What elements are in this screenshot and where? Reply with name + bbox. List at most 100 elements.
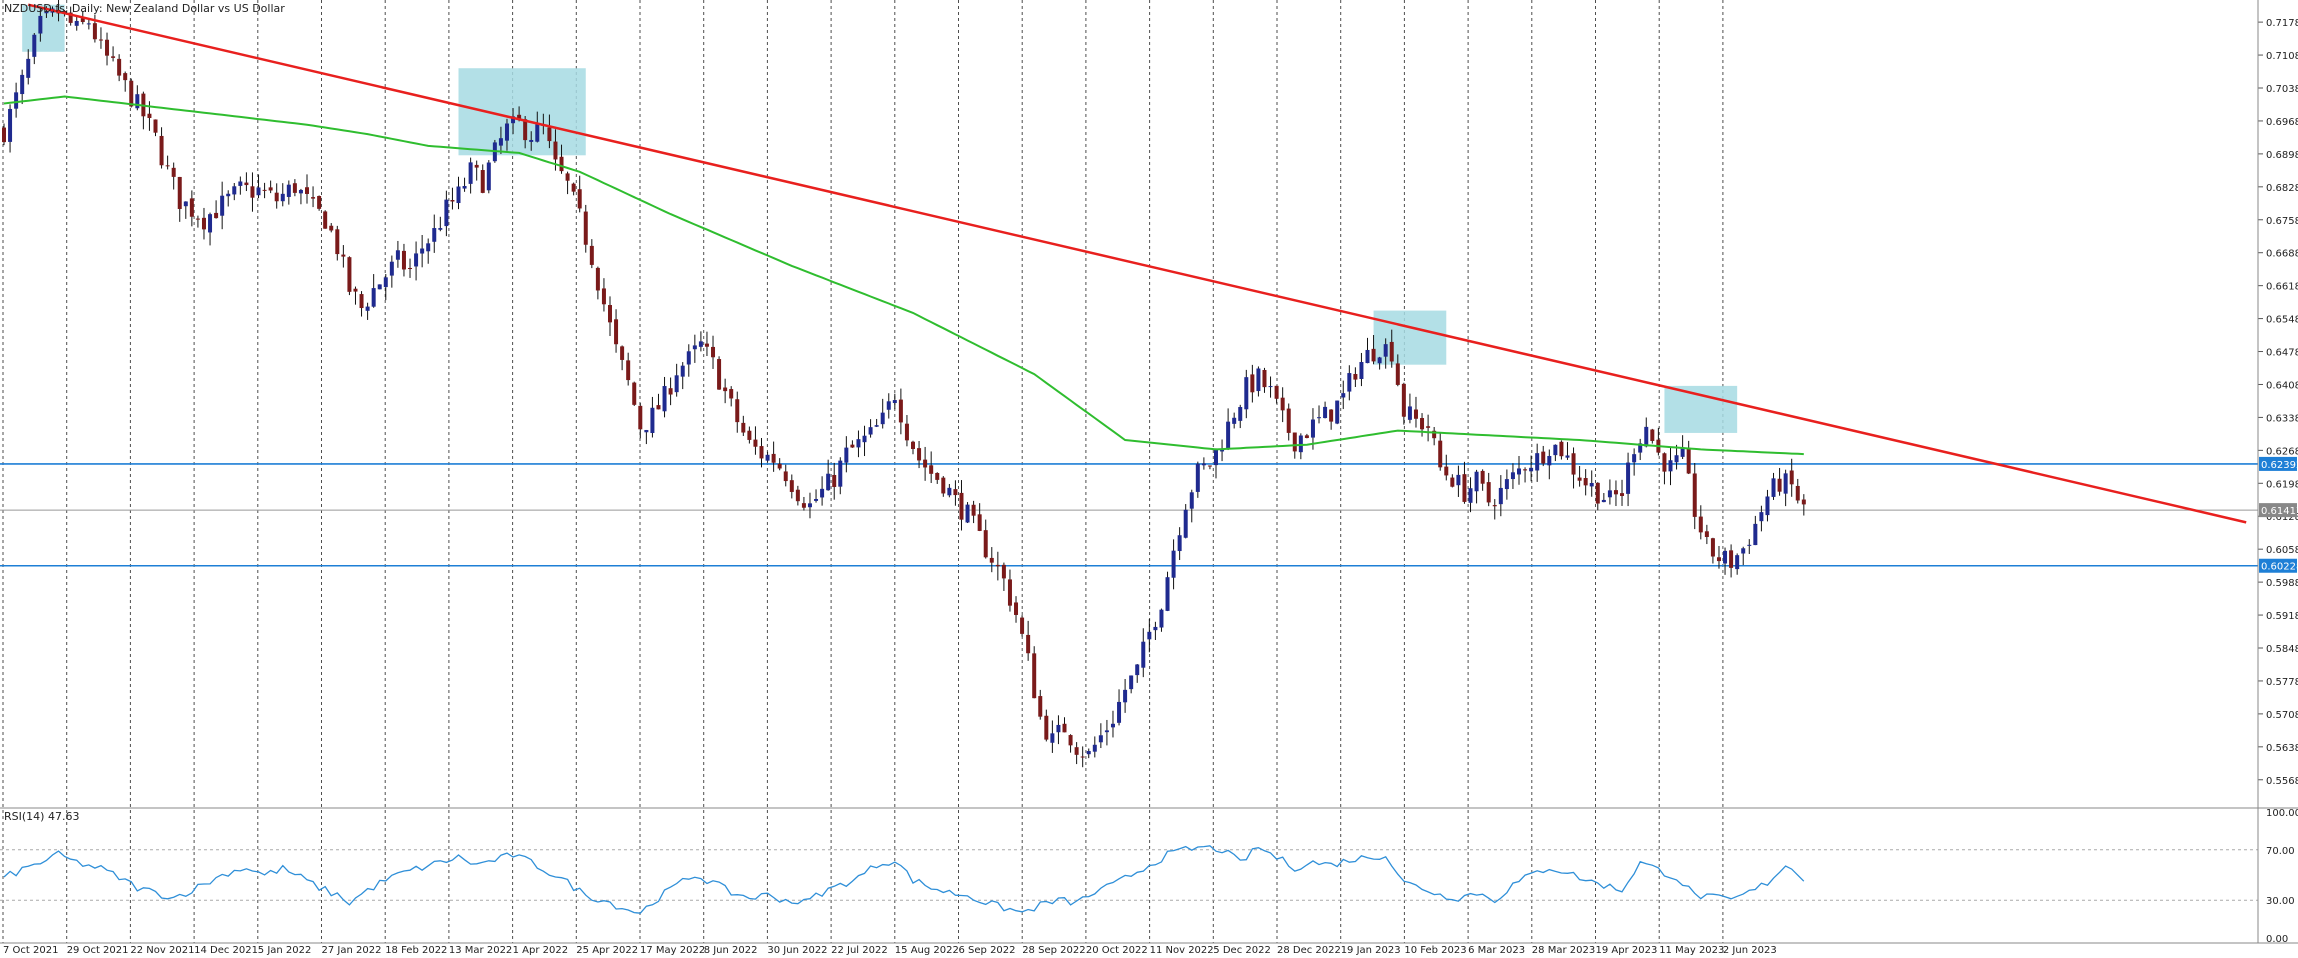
date-label: 28 Dec 2022	[1277, 945, 1341, 956]
candle-body	[1620, 493, 1625, 496]
price-candles	[2, 0, 1806, 768]
candle-body	[189, 198, 194, 217]
candle-body	[208, 214, 213, 233]
candle-body	[14, 92, 19, 109]
candle-body	[1032, 653, 1037, 699]
candle-body	[729, 389, 734, 399]
candle-body	[1286, 408, 1291, 433]
candle-body	[195, 218, 200, 220]
candle-body	[1298, 435, 1303, 453]
candle-body	[1541, 451, 1546, 464]
candle-body	[1547, 455, 1552, 466]
candle-body	[268, 187, 273, 191]
candle-body	[1098, 735, 1103, 743]
candle-body	[789, 480, 794, 492]
candle-body	[1159, 609, 1164, 628]
candle-body	[1450, 477, 1455, 487]
candle-body	[1716, 557, 1721, 562]
candle-body	[1468, 488, 1473, 503]
candle-body	[292, 183, 297, 193]
candle-body	[1226, 421, 1231, 450]
candle-body	[1195, 463, 1200, 492]
candle-body	[262, 189, 267, 191]
candle-body	[74, 20, 79, 26]
candle-body	[1638, 443, 1643, 453]
candle-body	[523, 119, 528, 141]
candle-body	[601, 288, 606, 305]
candle-body	[1117, 701, 1122, 723]
time-axis: 7 Oct 2021 29 Oct 2021 22 Nov 2021 14 Dec 2…	[3, 945, 1777, 956]
candle-body	[874, 425, 879, 427]
candle-body	[183, 201, 188, 207]
candle-body	[486, 162, 491, 191]
candle-body	[147, 113, 152, 119]
candle-body	[559, 156, 564, 172]
candle-body	[1426, 426, 1431, 428]
candle-body	[38, 15, 43, 34]
candle-body	[1747, 544, 1752, 546]
candle-body	[1177, 535, 1182, 552]
candle-body	[753, 439, 758, 447]
candle-body	[2, 127, 6, 143]
candle-body	[498, 138, 503, 146]
candle-body	[971, 504, 976, 516]
highlight-box	[1664, 385, 1738, 433]
candle-body	[1420, 418, 1425, 430]
date-label: 15 Aug 2022	[895, 945, 959, 956]
candle-body	[1498, 487, 1503, 505]
candle-body	[1189, 492, 1194, 509]
candle-body	[1723, 550, 1728, 564]
candle-body	[1026, 634, 1031, 654]
candle-body	[1577, 477, 1582, 481]
candle-body	[232, 186, 237, 195]
date-gridlines	[2, 0, 1724, 943]
date-label: 25 Apr 2022	[576, 945, 638, 956]
candle-body	[1165, 577, 1170, 611]
candle-body	[444, 199, 449, 227]
candle-body	[759, 446, 764, 459]
date-label: 17 May 2022	[640, 945, 705, 956]
date-label: 30 Jun 2022	[767, 945, 827, 956]
candle-body	[1517, 468, 1521, 475]
candle-body	[1407, 406, 1412, 420]
rsi-gridlines	[0, 849, 2258, 901]
candle-body	[632, 382, 637, 405]
candle-body	[595, 267, 600, 291]
candle-body	[935, 472, 940, 480]
candle-body	[1741, 548, 1746, 554]
candle-body	[1347, 373, 1352, 392]
candle-body	[862, 435, 867, 443]
candle-body	[414, 253, 419, 267]
date-label: 1 Apr 2022	[513, 945, 568, 956]
candle-body	[1292, 432, 1297, 452]
candle-body	[1668, 460, 1673, 472]
horizontal-levels	[0, 463, 2258, 567]
candle-body	[135, 94, 140, 109]
candle-body	[1317, 417, 1322, 419]
level-price-tag	[2259, 558, 2297, 573]
candle-body	[583, 211, 588, 245]
candle-body	[286, 184, 291, 197]
candle-body	[565, 173, 570, 181]
candle-body	[1359, 362, 1364, 379]
candle-body	[117, 58, 122, 76]
date-label: 28 Sep 2022	[1022, 945, 1085, 956]
date-label: 20 Oct 2022	[1086, 945, 1148, 956]
candle-body	[1335, 400, 1340, 424]
candle-body	[856, 439, 861, 448]
candle-body	[1007, 579, 1012, 606]
date-label: 11 Nov 2022	[1150, 945, 1214, 956]
candle-body	[1650, 429, 1655, 441]
candle-body	[644, 429, 649, 433]
highlight-box	[458, 68, 586, 156]
candle-body	[959, 492, 964, 520]
candle-body	[807, 503, 812, 508]
